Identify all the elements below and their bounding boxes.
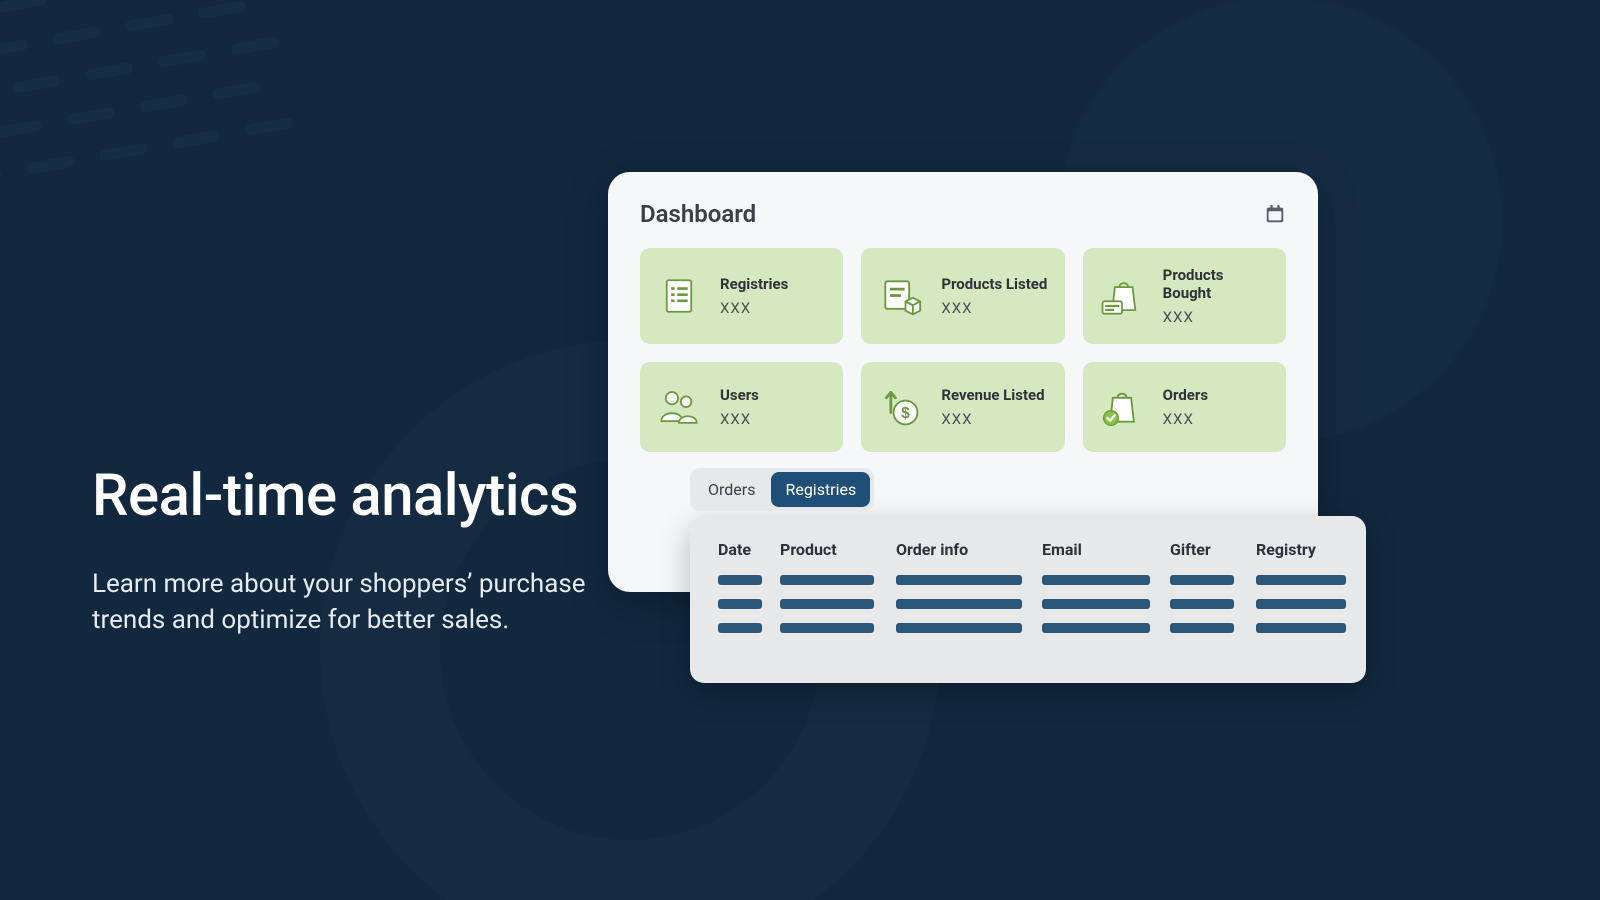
cell-placeholder bbox=[718, 599, 762, 609]
col-orderinfo: Order info bbox=[896, 540, 1042, 559]
metric-label: Orders bbox=[1163, 386, 1208, 404]
metric-orders[interactable]: Orders XXX bbox=[1083, 362, 1286, 452]
hero-subtitle: Learn more about your shoppers’ purchase… bbox=[92, 566, 612, 639]
metric-value: XXX bbox=[720, 410, 759, 428]
metric-label: Products Listed bbox=[941, 275, 1047, 293]
cell-placeholder bbox=[896, 599, 1022, 609]
col-date: Date bbox=[718, 540, 780, 559]
table-card: Date Product Order info Email Gifter Reg… bbox=[690, 516, 1366, 683]
col-email: Email bbox=[1042, 540, 1170, 559]
tab-registries[interactable]: Registries bbox=[771, 472, 870, 507]
cell-placeholder bbox=[718, 623, 762, 633]
cell-placeholder bbox=[780, 623, 874, 633]
metric-label: Users bbox=[720, 386, 759, 404]
cell-placeholder bbox=[1042, 575, 1150, 585]
calendar-icon[interactable] bbox=[1264, 203, 1286, 225]
table-head: Date Product Order info Email Gifter Reg… bbox=[718, 540, 1338, 559]
metric-users[interactable]: Users XXX bbox=[640, 362, 843, 452]
cell-placeholder bbox=[780, 575, 874, 585]
metric-label: Products Bought bbox=[1163, 266, 1270, 302]
metric-products-bought[interactable]: Products Bought XXX bbox=[1083, 248, 1286, 344]
cell-placeholder bbox=[896, 575, 1022, 585]
metric-revenue-listed[interactable]: $ Revenue Listed XXX bbox=[861, 362, 1064, 452]
metric-value: XXX bbox=[941, 410, 1044, 428]
cell-placeholder bbox=[1042, 599, 1150, 609]
cell-placeholder bbox=[1042, 623, 1150, 633]
metric-value: XXX bbox=[1163, 308, 1270, 326]
cell-placeholder bbox=[1256, 599, 1346, 609]
hero: Real-time analytics Learn more about you… bbox=[92, 462, 612, 639]
cell-placeholder bbox=[718, 575, 762, 585]
col-product: Product bbox=[780, 540, 896, 559]
cell-placeholder bbox=[1170, 599, 1234, 609]
col-gifter: Gifter bbox=[1170, 540, 1256, 559]
box-icon bbox=[877, 273, 923, 319]
cell-placeholder bbox=[1170, 623, 1234, 633]
cell-placeholder bbox=[896, 623, 1022, 633]
cell-placeholder bbox=[1256, 575, 1346, 585]
metric-products-listed[interactable]: Products Listed XXX bbox=[861, 248, 1064, 344]
metric-value: XXX bbox=[941, 299, 1047, 317]
metric-label: Revenue Listed bbox=[941, 386, 1044, 404]
dashboard-title: Dashboard bbox=[640, 200, 756, 228]
table-row bbox=[718, 575, 1338, 585]
bag-card-icon bbox=[1099, 273, 1145, 319]
metric-label: Registries bbox=[720, 275, 788, 293]
cell-placeholder bbox=[1256, 623, 1346, 633]
metric-value: XXX bbox=[720, 299, 788, 317]
table-body bbox=[718, 575, 1338, 633]
tabs: Orders Registries bbox=[690, 468, 874, 511]
list-icon bbox=[656, 273, 702, 319]
cell-placeholder bbox=[1170, 575, 1234, 585]
bg-dashes bbox=[0, 0, 368, 334]
users-icon bbox=[656, 384, 702, 430]
col-registry: Registry bbox=[1256, 540, 1356, 559]
table-row bbox=[718, 623, 1338, 633]
metric-registries[interactable]: Registries XXX bbox=[640, 248, 843, 344]
metric-value: XXX bbox=[1163, 410, 1208, 428]
metric-grid: Registries XXX Products Listed XXX bbox=[640, 248, 1286, 452]
svg-text:$: $ bbox=[901, 405, 910, 422]
cell-placeholder bbox=[780, 599, 874, 609]
bag-check-icon bbox=[1099, 384, 1145, 430]
hero-title: Real-time analytics bbox=[92, 462, 612, 530]
table-row bbox=[718, 599, 1338, 609]
tab-orders[interactable]: Orders bbox=[694, 472, 769, 507]
dollar-up-icon: $ bbox=[877, 384, 923, 430]
